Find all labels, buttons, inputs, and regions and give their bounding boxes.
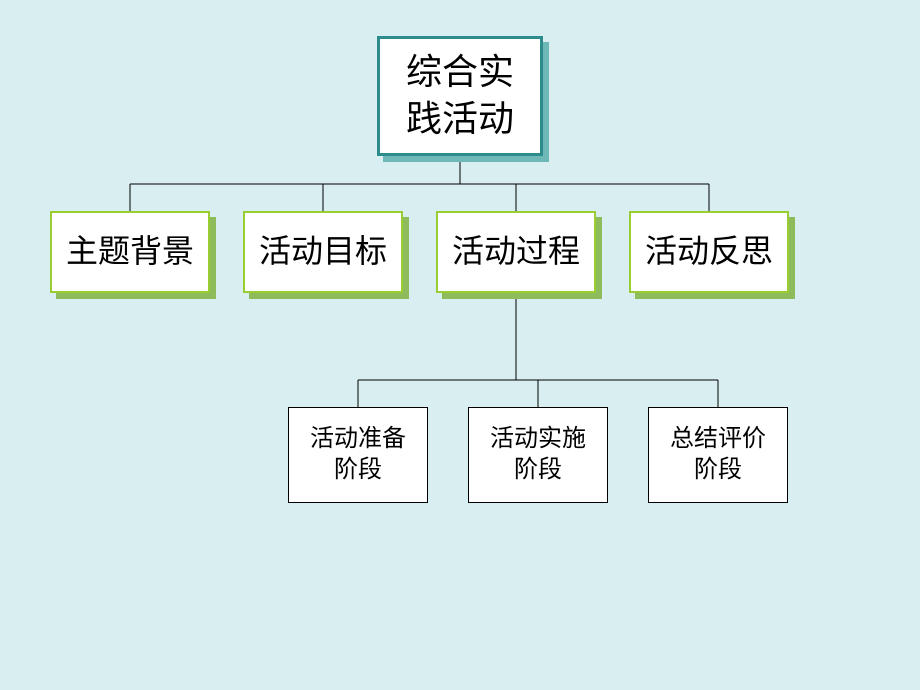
l3-label-line1: 活动准备 — [310, 424, 406, 455]
l2-node-activity-reflection: 活动反思 — [629, 211, 789, 293]
l3-node-eval-phase: 总结评价 阶段 — [648, 407, 788, 503]
root-node: 综合实践活动 — [377, 36, 543, 156]
l2-label: 活动反思 — [645, 231, 773, 273]
l3-label-line2: 阶段 — [694, 455, 742, 486]
root-label: 综合实践活动 — [406, 49, 514, 143]
l3-node-prep-phase: 活动准备 阶段 — [288, 407, 428, 503]
l2-node-activity-goal: 活动目标 — [243, 211, 403, 293]
l2-label: 活动过程 — [452, 231, 580, 273]
l2-node-activity-process: 活动过程 — [436, 211, 596, 293]
l3-label-line1: 总结评价 — [670, 424, 766, 455]
l2-label: 活动目标 — [259, 231, 387, 273]
l3-label-line2: 阶段 — [514, 455, 562, 486]
l3-label-line1: 活动实施 — [490, 424, 586, 455]
l3-label-line2: 阶段 — [334, 455, 382, 486]
l3-node-impl-phase: 活动实施 阶段 — [468, 407, 608, 503]
l2-label: 主题背景 — [66, 231, 194, 273]
l2-node-topic-background: 主题背景 — [50, 211, 210, 293]
